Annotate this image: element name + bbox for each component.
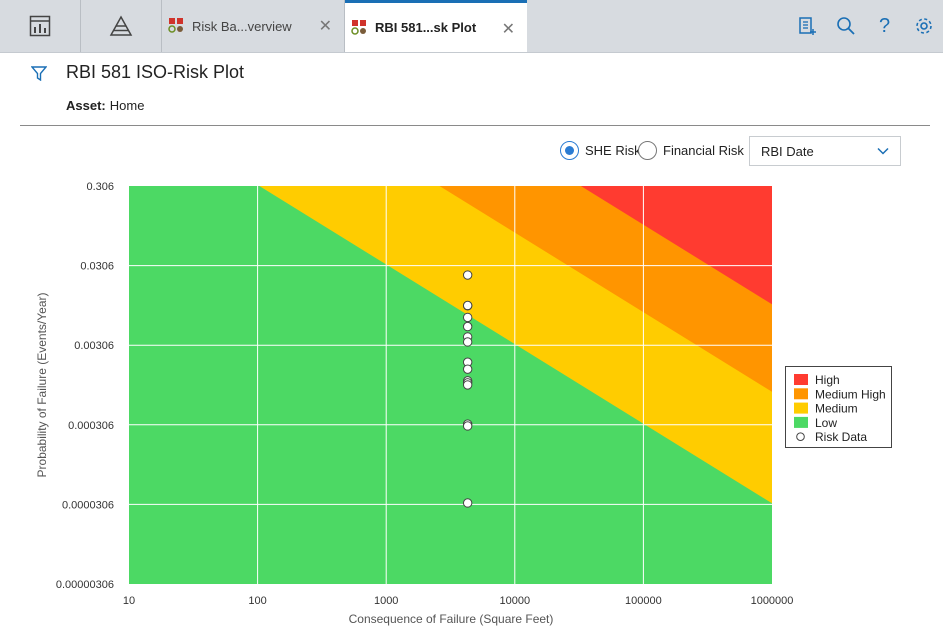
app-toolbar: Risk Ba...verview ✕ RBI 581...sk Plot ✕ (0, 0, 943, 53)
dashboard-icon (29, 15, 51, 37)
she-risk-radio[interactable]: SHE Risk (560, 141, 641, 160)
asset-label: Asset: (66, 98, 106, 113)
close-icon[interactable]: ✕ (501, 21, 515, 38)
risk-data-point[interactable] (462, 300, 473, 311)
date-dropdown[interactable]: RBI Date (749, 136, 901, 166)
y-axis-label: Probability of Failure (Events/Year) (35, 293, 49, 478)
risk-data-point[interactable] (462, 332, 473, 342)
toolbar-right: ? (787, 0, 943, 52)
risk-tab-icon (168, 17, 186, 35)
legend-swatch-medium-high (794, 388, 808, 400)
y-tick-label: 0.0000306 (62, 499, 114, 511)
dashboard-button[interactable] (0, 0, 81, 52)
asset-value: Home (109, 98, 145, 113)
page-title: RBI 581 ISO-Risk Plot (66, 62, 245, 82)
legend-label: Medium (815, 402, 858, 416)
risk-data-point[interactable] (462, 337, 473, 347)
x-tick-label: 1000000 (751, 595, 794, 607)
new-record-icon (798, 17, 816, 35)
header-divider (20, 125, 930, 126)
pyramid-icon (109, 15, 133, 36)
region-medium-high (129, 186, 772, 392)
chevron-down-icon (877, 147, 889, 155)
risk-data-point[interactable] (462, 312, 473, 323)
y-tick-label: 0.00306 (74, 340, 114, 352)
legend-swatch-high (794, 374, 808, 385)
filter-icon[interactable] (31, 66, 47, 81)
x-axis-label: Consequence of Failure (Square Feet) (349, 612, 554, 626)
risk-data-point[interactable] (462, 364, 473, 374)
x-tick-label: 1000 (374, 595, 398, 607)
risk-data-point[interactable] (462, 376, 473, 386)
risk-tab-icon (351, 19, 369, 37)
legend-marker-risk-data (796, 432, 805, 442)
radio-label: SHE Risk (585, 143, 641, 158)
risk-data-point[interactable] (462, 301, 473, 311)
radio-button[interactable] (638, 141, 657, 160)
risk-data-point[interactable] (462, 321, 473, 332)
new-record-button[interactable] (787, 0, 826, 52)
financial-risk-radio[interactable]: Financial Risk (638, 141, 744, 160)
radio-label: Financial Risk (663, 143, 744, 158)
region-low (129, 186, 772, 584)
risk-data-point[interactable] (462, 378, 473, 388)
legend-label: Medium High (815, 387, 886, 401)
settings-icon (915, 18, 932, 34)
legend-label: Risk Data (815, 430, 867, 444)
risk-data-point[interactable] (462, 419, 473, 429)
x-tick-label: 100000 (625, 595, 662, 607)
help-icon: ? (878, 14, 891, 37)
x-tick-label: 100 (248, 595, 266, 607)
risk-pyramid-button[interactable] (81, 0, 162, 52)
risk-data-point[interactable] (462, 421, 473, 431)
region-medium (129, 186, 772, 504)
x-tick-label: 10000 (500, 595, 531, 607)
y-tick-label: 0.000306 (68, 420, 114, 432)
y-tick-label: 0.306 (86, 181, 114, 193)
help-button[interactable]: ? (865, 0, 904, 52)
x-tick-label: 10 (123, 595, 135, 607)
dropdown-value: RBI Date (761, 143, 814, 159)
y-tick-label: 0.00000306 (56, 579, 114, 591)
risk-data-point[interactable] (462, 380, 473, 390)
risk-data-point[interactable] (462, 498, 473, 508)
legend-box (785, 366, 892, 448)
risk-data-point[interactable] (462, 357, 473, 367)
legend-swatch-medium (794, 402, 808, 414)
asset-info: Asset: Home (66, 98, 144, 113)
legend-label: High (815, 373, 840, 387)
radio-button-selected[interactable] (560, 141, 579, 160)
close-icon[interactable]: ✕ (318, 18, 332, 35)
risk-data-point[interactable] (462, 270, 473, 280)
legend-label: Low (815, 416, 837, 430)
tab-iso-risk-plot[interactable]: RBI 581...sk Plot ✕ (345, 0, 527, 52)
tab-label: Risk Ba...verview (192, 18, 292, 34)
y-tick-label: 0.0306 (80, 261, 114, 273)
settings-button[interactable] (904, 0, 943, 52)
legend-swatch-low (794, 416, 808, 428)
search-icon (836, 17, 855, 35)
search-button[interactable] (826, 0, 865, 52)
tab-risk-based-overview[interactable]: Risk Ba...verview ✕ (162, 0, 345, 52)
tab-label: RBI 581...sk Plot (375, 20, 477, 35)
